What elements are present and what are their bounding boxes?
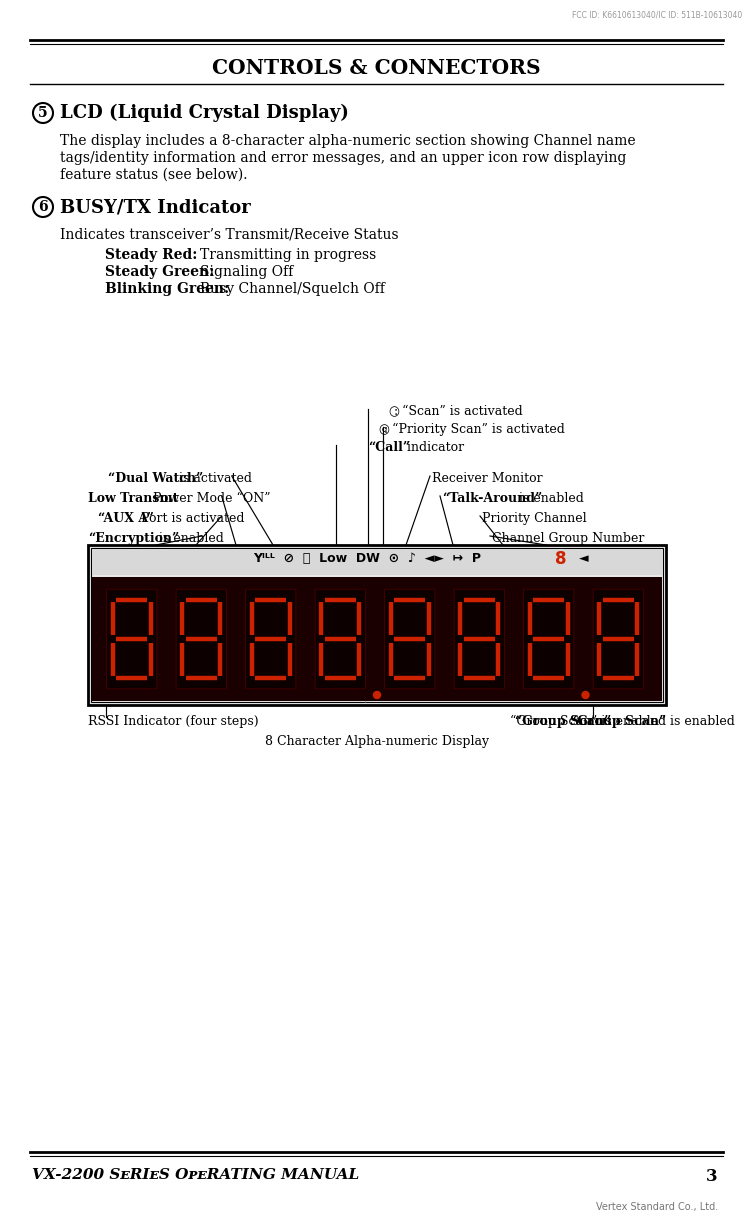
FancyBboxPatch shape	[385, 590, 435, 689]
Text: LCD (Liquid Crystal Display): LCD (Liquid Crystal Display)	[60, 104, 349, 122]
Text: “Talk-Around”: “Talk-Around”	[442, 492, 542, 505]
FancyBboxPatch shape	[176, 590, 227, 689]
Text: “Encryption”: “Encryption”	[88, 532, 179, 544]
Text: Steady Red:: Steady Red:	[105, 248, 197, 262]
Text: Receiver Monitor: Receiver Monitor	[432, 473, 543, 485]
Text: “AUX A”: “AUX A”	[98, 512, 154, 525]
Circle shape	[582, 692, 589, 698]
FancyBboxPatch shape	[245, 590, 296, 689]
Text: is enabled: is enabled	[155, 532, 224, 544]
Text: Priority Channel: Priority Channel	[482, 512, 587, 525]
Text: indicator: indicator	[403, 441, 465, 454]
Text: Yᴵᴸᴸ  ⊘  Ⓐ  Low  DW  ⊙  ♪  ◄►  ↦  P: Yᴵᴸᴸ ⊘ Ⓐ Low DW ⊙ ♪ ◄► ↦ P	[253, 553, 481, 565]
Text: BUSY/TX Indicator: BUSY/TX Indicator	[60, 199, 251, 216]
Text: Low Transmt: Low Transmt	[88, 492, 178, 505]
Text: “Call”: “Call”	[368, 441, 410, 454]
Text: CONTROLS & CONNECTORS: CONTROLS & CONNECTORS	[212, 58, 541, 78]
Text: Vertex Standard Co., Ltd.: Vertex Standard Co., Ltd.	[596, 1202, 718, 1212]
Text: ○: ○	[388, 406, 399, 418]
Text: Power Mode “ON”: Power Mode “ON”	[149, 492, 271, 505]
Text: Port is activated: Port is activated	[137, 512, 245, 525]
FancyBboxPatch shape	[523, 590, 574, 689]
Text: Channel Group Number: Channel Group Number	[492, 532, 645, 544]
Text: 6: 6	[38, 200, 47, 214]
Text: feature status (see below).: feature status (see below).	[60, 168, 248, 181]
Text: ◄: ◄	[579, 553, 589, 565]
FancyBboxPatch shape	[315, 590, 365, 689]
Bar	[91, 548, 663, 702]
Text: Transmitting in progress: Transmitting in progress	[200, 248, 376, 262]
Bar	[92, 577, 662, 702]
Text: “Group Scan”: “Group Scan”	[570, 715, 666, 728]
Text: is activated: is activated	[175, 473, 252, 485]
Text: FCC ID: K6610613040/IC ID: 511B-10613040: FCC ID: K6610613040/IC ID: 511B-10613040	[572, 10, 742, 19]
Text: RSSI Indicator (four steps): RSSI Indicator (four steps)	[88, 715, 258, 728]
Text: “Dual Watch”: “Dual Watch”	[108, 473, 203, 485]
Bar	[92, 549, 662, 575]
Bar	[88, 544, 666, 705]
FancyBboxPatch shape	[454, 590, 505, 689]
Text: The display includes a 8-character alpha-numeric section showing Channel name: The display includes a 8-character alpha…	[60, 134, 636, 149]
FancyBboxPatch shape	[593, 590, 643, 689]
Text: : “Scan” is activated: : “Scan” is activated	[394, 406, 523, 418]
Text: Indicates transceiver’s Transmit/Receive Status: Indicates transceiver’s Transmit/Receive…	[60, 228, 398, 242]
Text: 8: 8	[555, 551, 567, 568]
Text: tags/identity information and error messages, and an upper icon row displaying: tags/identity information and error mess…	[60, 151, 626, 164]
Text: Signaling Off: Signaling Off	[200, 266, 293, 279]
Text: Steady Green:: Steady Green:	[105, 266, 215, 279]
Text: ◎: ◎	[378, 423, 389, 436]
Text: is enabled: is enabled	[514, 492, 584, 505]
Circle shape	[373, 692, 380, 698]
Text: 3: 3	[706, 1168, 718, 1185]
Text: 5: 5	[38, 106, 47, 121]
Text: 8 Character Alpha-numeric Display: 8 Character Alpha-numeric Display	[265, 734, 489, 748]
Text: Blinking Green:: Blinking Green:	[105, 283, 229, 296]
FancyBboxPatch shape	[107, 590, 157, 689]
Text: : “Priority Scan” is activated: : “Priority Scan” is activated	[384, 423, 565, 436]
Text: “Group Scan”: “Group Scan”	[515, 715, 611, 728]
Text: is enabled: is enabled	[666, 715, 735, 728]
Text: “Group Scan” is enabled: “Group Scan” is enabled	[510, 715, 666, 728]
Text: Busy Channel/Squelch Off: Busy Channel/Squelch Off	[200, 283, 385, 296]
Text: VX-2200 SᴇRIᴇS OᴘᴇRATING MANUAL: VX-2200 SᴇRIᴇS OᴘᴇRATING MANUAL	[32, 1168, 359, 1181]
